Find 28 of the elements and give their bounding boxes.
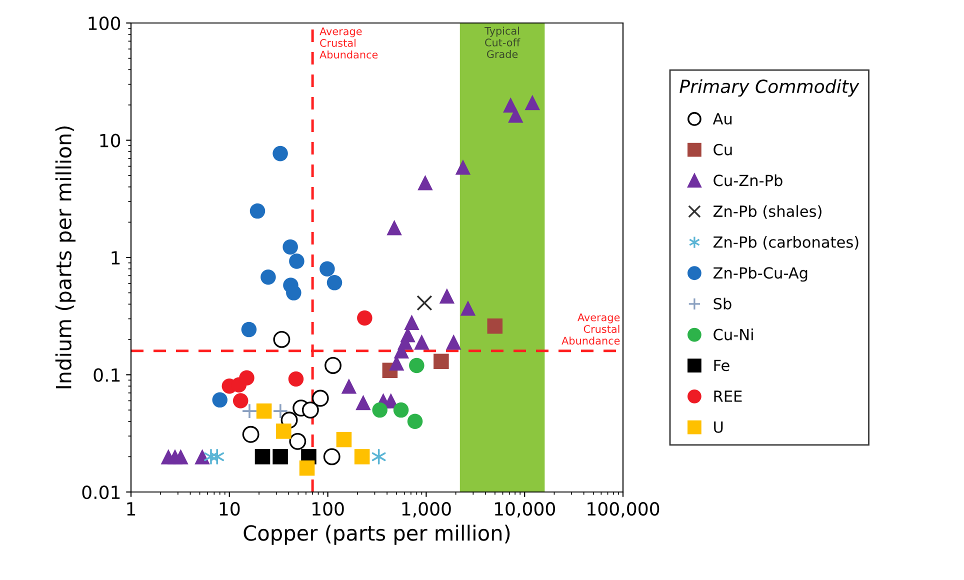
x-tick-label: 10,000	[494, 502, 555, 518]
y-axis-title: Indium (parts per million)	[55, 126, 76, 388]
legend-label: Zn-Pb (carbonates)	[713, 236, 858, 250]
y-tick-label: 10	[100, 134, 120, 148]
y-tick-label: 1	[112, 251, 120, 264]
legend-label: Fe	[714, 360, 730, 372]
ref-line-label: Average Crustal Abundance	[320, 27, 378, 59]
y-tick-label: 100	[88, 16, 120, 30]
legend-title: Primary Commodity	[680, 79, 860, 97]
legend-label: Cu	[714, 144, 732, 156]
legend-label: Au	[712, 113, 732, 125]
x-tick-label: 1,000	[402, 502, 451, 518]
x-axis-title: Copper (parts per million)	[244, 524, 510, 545]
x-tick-label: 100,000	[588, 502, 660, 518]
x-tick-label: 10	[220, 502, 240, 516]
x-tick-label: 1	[127, 502, 136, 516]
legend-label: Cu-Ni	[714, 328, 753, 340]
legend-label: Sb	[714, 298, 732, 310]
legend-label: Zn-Pb-Cu-Ag	[713, 266, 808, 282]
x-tick-label: 100	[312, 502, 344, 516]
legend-label: U	[714, 421, 723, 433]
y-tick-label: 0.01	[82, 485, 120, 500]
legend-label: Zn-Pb (shales)	[713, 205, 822, 219]
y-tick-label: 0.1	[94, 368, 120, 382]
band-label: Typical Cut-off Grade	[484, 26, 520, 58]
legend-label: REE	[714, 390, 742, 402]
legend-label: Cu-Zn-Pb	[714, 174, 782, 186]
ref-line-label: Average Crustal Abundance	[562, 314, 620, 345]
